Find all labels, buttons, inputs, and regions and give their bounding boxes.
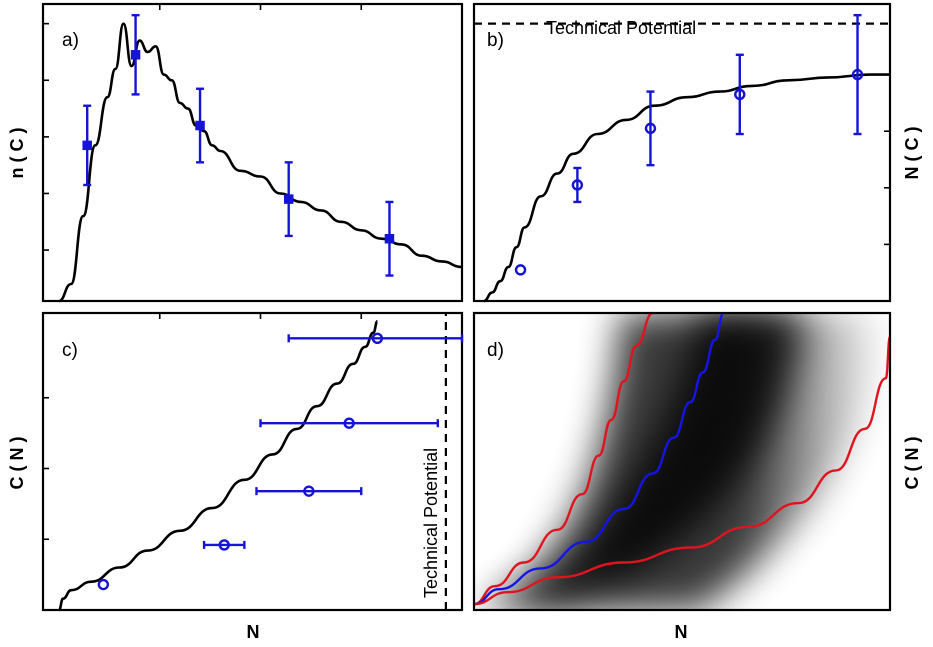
panel-c-point-4 <box>371 332 384 345</box>
panel-b-technical-potential-label: Technical Potential <box>546 18 696 38</box>
panel-b-point-0 <box>514 264 527 276</box>
panel-d: d) C ( N ) N <box>472 311 922 642</box>
panel-b-point-2 <box>644 122 657 135</box>
panel-d-plot <box>473 311 892 606</box>
panel-a-ylabel: n ( C ) <box>7 128 27 179</box>
panel-b: b) Technical Potential N ( C ) <box>472 2 922 303</box>
panel-c-frame <box>41 311 464 612</box>
panel-c-curve-0 <box>58 320 379 612</box>
panel-b-point-1 <box>571 179 584 191</box>
panel-c-point-1 <box>218 539 230 551</box>
panel-c-point-3 <box>343 417 355 429</box>
panel-a-frame <box>41 2 464 303</box>
panel-c: c) Technical Potential C ( N ) N <box>7 311 464 642</box>
panel-a-point-2 <box>195 120 205 131</box>
panel-d-curve-1 <box>473 311 725 606</box>
panel-c-point-2 <box>303 485 315 497</box>
panel-c-plot <box>43 313 464 612</box>
panel-d-density-core <box>474 313 800 610</box>
panel-d-label: d) <box>487 340 504 361</box>
panel-b-label: b) <box>487 30 504 51</box>
panel-a-curve-0 <box>58 22 463 303</box>
panel-b-frame <box>472 2 892 303</box>
panel-a-point-4 <box>384 233 395 244</box>
panel-a-point-3 <box>283 194 294 204</box>
panel-b-ylabel: N ( C ) <box>902 127 922 180</box>
panel-c-xlabel: N <box>247 622 260 642</box>
panel-d-curve-2 <box>473 335 892 606</box>
panel-d-frame <box>472 311 892 612</box>
panel-a-label: a) <box>62 30 79 51</box>
panel-c-ylabel: C ( N ) <box>7 437 27 490</box>
panel-a: a) n ( C ) <box>7 2 464 303</box>
panel-d-heatmap <box>474 313 885 610</box>
panel-c-technical-potential-label: Technical Potential <box>421 448 441 598</box>
panel-c-label: c) <box>62 340 78 361</box>
panel-b-curve-0 <box>483 73 890 303</box>
panel-b-point-4 <box>851 68 864 81</box>
panel-d-xlabel: N <box>675 622 688 642</box>
panel-d-curve-0 <box>473 311 654 606</box>
panel-a-point-1 <box>130 50 141 60</box>
panel-c-point-0 <box>97 578 110 591</box>
panel-b-point-3 <box>734 88 746 101</box>
panel-a-plot <box>43 4 463 303</box>
panel-d-ylabel: C ( N ) <box>902 437 922 490</box>
panel-b-plot <box>474 13 890 303</box>
panel-a-point-0 <box>82 140 92 151</box>
